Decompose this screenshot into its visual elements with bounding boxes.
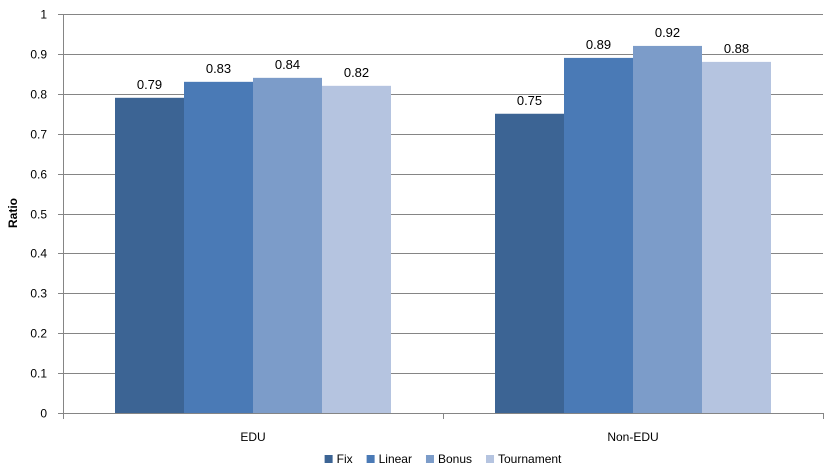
y-tick-label: 0.5: [30, 208, 47, 222]
bar-fix-edu: [115, 97, 184, 413]
y-tick-labels: 0 0.1 0.2 0.3 0.4 0.5 0.6 0.7 0.8 0.9 1: [30, 8, 47, 421]
legend-label: Bonus: [438, 452, 472, 466]
y-tick-label: 0.3: [30, 287, 47, 301]
y-tick-label: 1: [40, 8, 47, 22]
legend-swatch-fix: [324, 455, 333, 463]
data-label: 0.84: [275, 57, 300, 72]
legend-swatch-linear: [366, 455, 375, 463]
y-axis-title: Ratio: [6, 198, 20, 228]
legend-label: Fix: [337, 452, 353, 466]
y-tick-label: 0.6: [30, 168, 47, 182]
y-tick-label: 0.8: [30, 88, 47, 102]
y-tick-label: 0: [40, 407, 47, 421]
legend-label: Linear: [379, 452, 412, 466]
y-tick-label: 0.9: [30, 48, 47, 62]
category-label: Non-EDU: [607, 430, 658, 444]
legend: Fix Linear Bonus Tournament: [324, 452, 562, 466]
legend-swatch-bonus: [425, 455, 434, 463]
bar-tournament-non-edu: [702, 61, 771, 413]
y-tick-label: 0.7: [30, 128, 47, 142]
bar-linear-edu: [184, 81, 253, 413]
bar-linear-non-edu: [564, 57, 633, 413]
data-label: 0.83: [206, 61, 231, 76]
data-label: 0.79: [137, 77, 162, 92]
data-label: 0.89: [586, 37, 611, 52]
data-label: 0.92: [655, 25, 680, 40]
y-tick-label: 0.1: [30, 367, 47, 381]
bars: [115, 45, 771, 414]
axes: [58, 14, 824, 419]
y-tick-label: 0.2: [30, 327, 47, 341]
data-label: 0.75: [517, 93, 542, 108]
bar-fix-non-edu: [495, 113, 564, 413]
legend-label: Tournament: [498, 452, 562, 466]
bar-tournament-edu: [322, 85, 391, 413]
category-label: EDU: [240, 430, 265, 444]
legend-swatch-tournament: [486, 455, 495, 463]
data-label: 0.82: [344, 65, 369, 80]
bar-bonus-edu: [253, 77, 322, 413]
category-labels: EDU Non-EDU: [240, 430, 658, 444]
data-label: 0.88: [724, 41, 749, 56]
data-labels: 0.79 0.83 0.84 0.82 0.75 0.89 0.92 0.88: [137, 25, 749, 108]
bar-bonus-non-edu: [633, 45, 702, 414]
y-tick-label: 0.4: [30, 247, 47, 261]
